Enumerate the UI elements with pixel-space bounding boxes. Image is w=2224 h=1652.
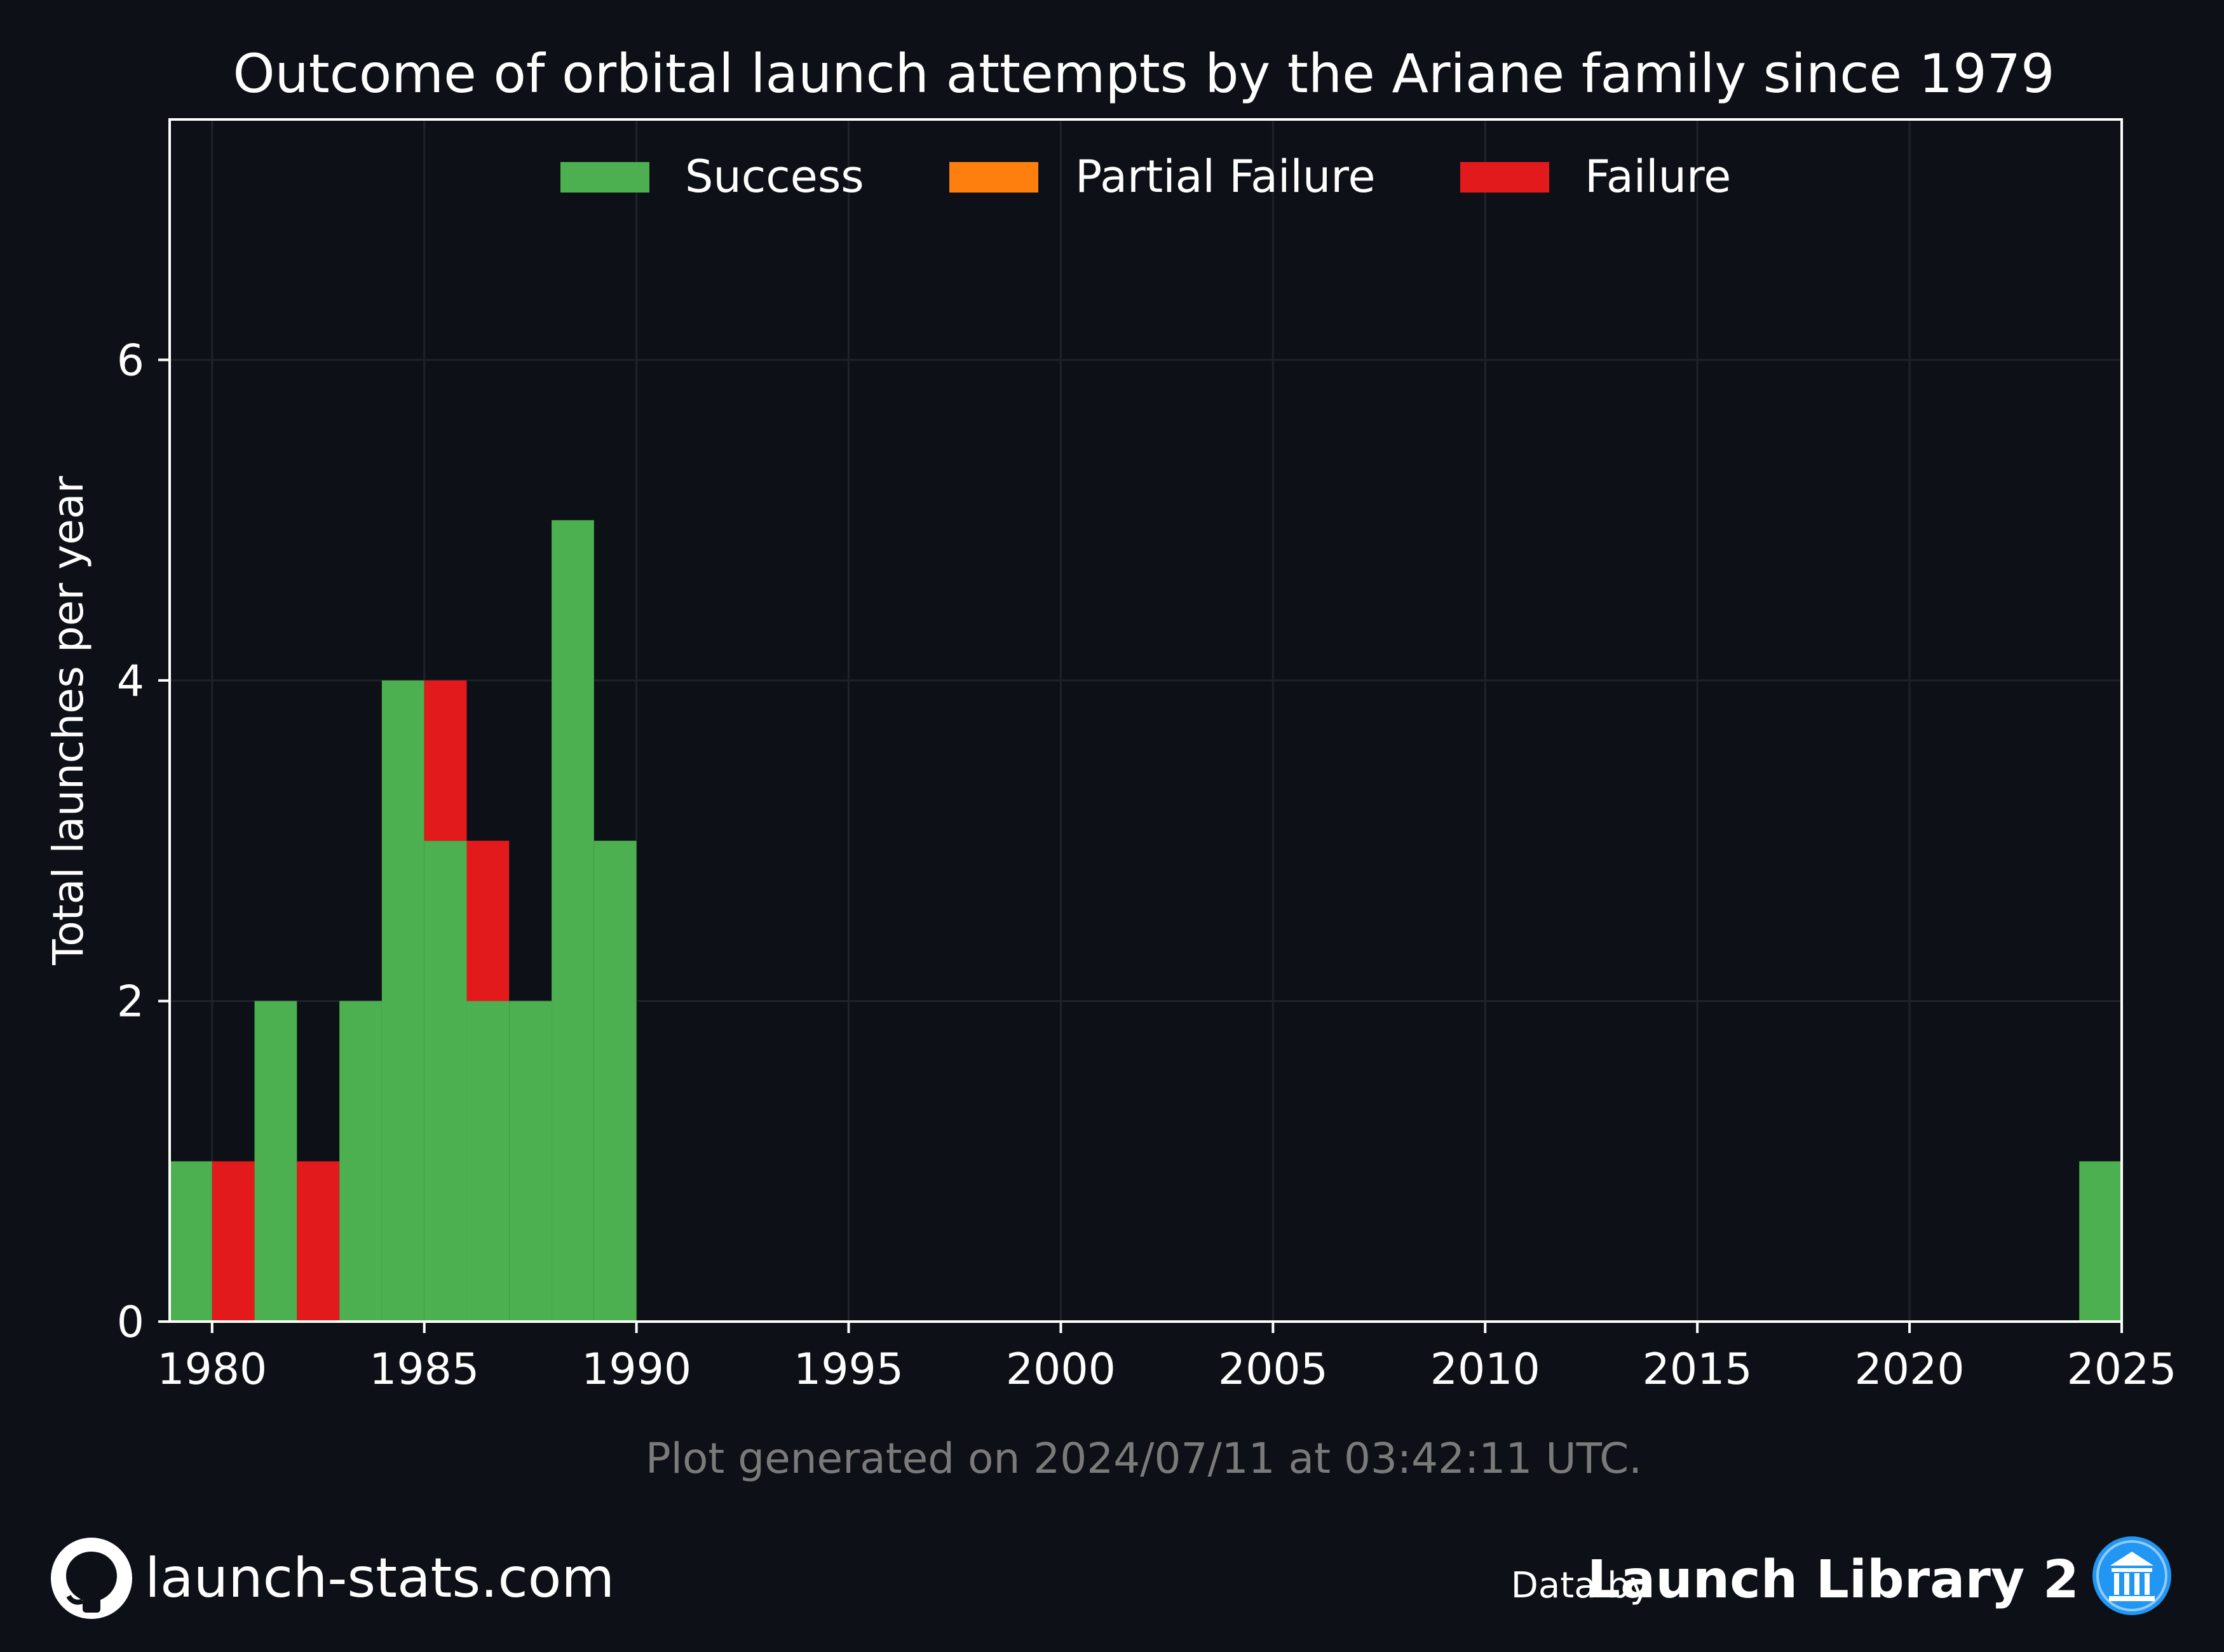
bar-success-1986 xyxy=(466,1001,510,1322)
bar-success-1984 xyxy=(381,680,424,1322)
bar-success-1989 xyxy=(593,841,637,1322)
x-tick-label: 1980 xyxy=(157,1344,267,1395)
y-tick-label: 6 xyxy=(117,335,144,386)
bar-success-2024 xyxy=(2079,1161,2122,1322)
chart-title: Outcome of orbital launch attempts by th… xyxy=(233,43,2054,105)
x-tick-label: 2020 xyxy=(1855,1344,1965,1395)
x-tick-label: 2010 xyxy=(1430,1344,1540,1395)
x-tick-label: 1985 xyxy=(369,1344,479,1395)
site-link[interactable]: launch-stats.com xyxy=(145,1547,614,1610)
y-tick-label: 2 xyxy=(117,977,144,1027)
bar-success-1985 xyxy=(424,841,467,1322)
y-tick-label: 4 xyxy=(117,656,144,707)
y-tick-label: 0 xyxy=(117,1297,144,1348)
x-tick-label: 1995 xyxy=(794,1344,904,1395)
legend: Success Partial Failure Failure xyxy=(560,151,1731,203)
generated-note: Plot generated on 2024/07/11 at 03:42:11… xyxy=(646,1434,1642,1483)
x-tick-label: 2015 xyxy=(1643,1344,1753,1395)
github-icon xyxy=(51,1538,132,1619)
bar-success-1988 xyxy=(552,520,594,1322)
y-axis-label: Total launches per year xyxy=(44,475,93,965)
bar-failure-1980 xyxy=(212,1161,255,1322)
legend-label-failure: Failure xyxy=(1585,151,1731,203)
launch-library-icon xyxy=(2092,1536,2171,1615)
bar-success-1983 xyxy=(339,1001,382,1322)
x-tick-label: 1990 xyxy=(581,1344,691,1395)
bar-success-1987 xyxy=(509,1001,552,1322)
bar-success-1981 xyxy=(254,1001,297,1322)
bar-success-1979 xyxy=(170,1161,212,1322)
data-by-label: Data by xyxy=(1511,1565,1651,1606)
x-tick-label: 2005 xyxy=(1218,1344,1328,1395)
y-axis-ticks: 0 2 4 6 xyxy=(117,335,170,1348)
legend-swatch-failure xyxy=(1460,162,1549,193)
bars xyxy=(170,520,2122,1322)
bar-failure-1986 xyxy=(466,841,510,1001)
legend-swatch-partial-failure xyxy=(949,162,1038,193)
bar-failure-1985 xyxy=(424,680,467,841)
x-axis-ticks: 1980 1985 1990 1995 2000 2005 2010 2015 2020 2025 xyxy=(157,1322,2177,1395)
legend-label-success: Success xyxy=(685,151,864,203)
x-tick-label: 2025 xyxy=(2066,1344,2176,1395)
brand-name[interactable]: Launch Library 2 xyxy=(1587,1550,2079,1610)
bar-failure-1982 xyxy=(297,1161,340,1322)
x-tick-label: 2000 xyxy=(1006,1344,1116,1395)
legend-swatch-success xyxy=(560,162,649,193)
plot-frame xyxy=(168,118,2123,1323)
legend-label-partial-failure: Partial Failure xyxy=(1075,151,1376,203)
